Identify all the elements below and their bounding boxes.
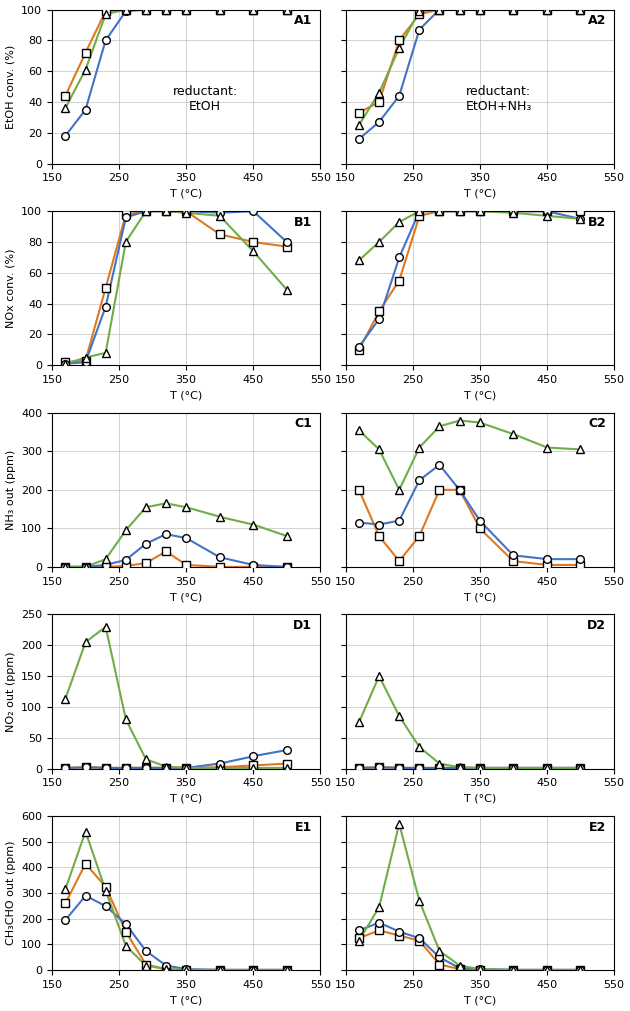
Y-axis label: NO₂ out (ppm): NO₂ out (ppm): [6, 651, 16, 732]
X-axis label: T (°C): T (°C): [464, 189, 496, 199]
Text: C1: C1: [294, 418, 312, 431]
Text: E2: E2: [588, 821, 606, 834]
Y-axis label: CH₃CHO out (ppm): CH₃CHO out (ppm): [6, 841, 16, 945]
X-axis label: T (°C): T (°C): [464, 996, 496, 1006]
X-axis label: T (°C): T (°C): [464, 794, 496, 804]
Text: A2: A2: [588, 14, 606, 27]
X-axis label: T (°C): T (°C): [170, 996, 202, 1006]
Text: E1: E1: [295, 821, 312, 834]
Text: A1: A1: [294, 14, 312, 27]
X-axis label: T (°C): T (°C): [170, 592, 202, 603]
Text: reductant:
EtOH+NH₃: reductant: EtOH+NH₃: [466, 85, 532, 113]
Text: reductant:
EtOH: reductant: EtOH: [173, 85, 238, 113]
Text: D1: D1: [294, 619, 312, 632]
Y-axis label: EtOH conv. (%): EtOH conv. (%): [6, 44, 16, 128]
Text: B2: B2: [588, 215, 606, 228]
X-axis label: T (°C): T (°C): [464, 390, 496, 400]
Text: C2: C2: [588, 418, 606, 431]
X-axis label: T (°C): T (°C): [464, 592, 496, 603]
X-axis label: T (°C): T (°C): [170, 794, 202, 804]
X-axis label: T (°C): T (°C): [170, 390, 202, 400]
Text: D2: D2: [587, 619, 606, 632]
Text: B1: B1: [294, 215, 312, 228]
X-axis label: T (°C): T (°C): [170, 189, 202, 199]
Y-axis label: NOx conv. (%): NOx conv. (%): [6, 249, 16, 328]
Y-axis label: NH₃ out (ppm): NH₃ out (ppm): [6, 450, 16, 530]
